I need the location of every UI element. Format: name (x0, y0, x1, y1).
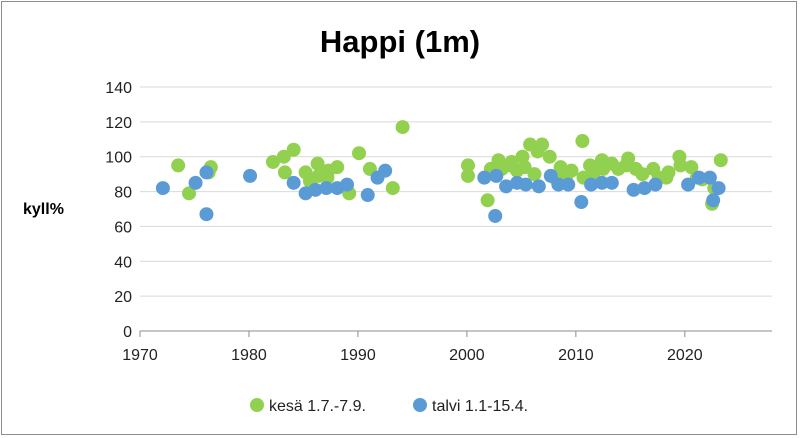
talvi-point (308, 182, 323, 197)
talvi-point (584, 177, 599, 192)
y-tick-label: 40 (114, 254, 132, 271)
kesa-point (276, 149, 291, 164)
kesa-point (330, 160, 345, 175)
talvi-point (574, 195, 589, 210)
kesa-point (515, 149, 530, 164)
kesa-point (265, 154, 280, 169)
kesa-point (310, 156, 325, 171)
talvi-point (199, 165, 214, 180)
talvi-point (648, 177, 663, 192)
talvi-point (499, 179, 514, 194)
talvi-point (199, 207, 214, 222)
kesa-point (385, 181, 400, 196)
kesa-point (517, 160, 532, 175)
talvi-point (518, 177, 533, 192)
y-tick-label: 120 (105, 115, 132, 132)
kesa-point (535, 137, 550, 152)
talvi-point (691, 170, 706, 185)
kesa-point (352, 146, 367, 161)
legend: kesä 1.7.-7.9. talvi 1.1-15.4. (250, 398, 528, 415)
kesa-point (684, 160, 699, 175)
y-tick-label: 0 (123, 324, 132, 341)
talvi-point (319, 181, 334, 196)
talvi-point (604, 175, 619, 190)
talvi-point (711, 181, 726, 196)
talvi-point (155, 181, 170, 196)
axes (139, 330, 772, 337)
legend-marker (250, 398, 264, 412)
talvi-point (488, 208, 503, 223)
kesa-point (277, 165, 292, 180)
x-tick-label: 2020 (667, 347, 703, 364)
kesa-point (661, 165, 676, 180)
y-axis-label: kyll% (23, 201, 64, 218)
talvi-point (286, 175, 301, 190)
talvi-point (477, 170, 492, 185)
kesa-point (673, 158, 688, 173)
x-tick-label: 1980 (231, 347, 267, 364)
x-tick-label: 1990 (340, 347, 376, 364)
kesa-point (635, 167, 650, 182)
kesa-point (182, 186, 197, 201)
kesa-point (460, 158, 475, 173)
talvi-point (681, 177, 696, 192)
talvi-point (340, 177, 355, 192)
data-points (155, 120, 728, 223)
y-tick-label: 140 (105, 80, 132, 97)
tick-labels: 0 20 40 60 80 100 120 140 1970 1980 1990 2000 2010 20… (105, 80, 702, 364)
legend-marker (413, 398, 427, 412)
talvi-point (561, 177, 576, 192)
talvi-point (531, 179, 546, 194)
gridlines (140, 86, 772, 297)
talvi-point (489, 168, 504, 183)
y-tick-label: 80 (114, 185, 132, 202)
kesa-point (286, 142, 301, 157)
talvi-point (243, 168, 258, 183)
kesa-point (564, 163, 579, 178)
talvi-point (551, 177, 566, 192)
kesa-point (575, 134, 590, 149)
kesa-point (713, 153, 728, 168)
x-tick-label: 2000 (449, 347, 485, 364)
legend-label: talvi 1.1-15.4. (432, 398, 528, 415)
talvi-point (626, 182, 641, 197)
y-tick-label: 60 (114, 219, 132, 236)
talvi-point (637, 181, 652, 196)
kesa-point (480, 193, 495, 208)
talvi-point (706, 193, 721, 208)
talvi-point (702, 170, 717, 185)
y-tick-label: 20 (114, 289, 132, 306)
kesa-point (621, 151, 636, 166)
talvi-point (595, 175, 610, 190)
kesa-point (542, 149, 557, 164)
chart-title: Happi (1m) (320, 24, 480, 59)
talvi-point (188, 175, 203, 190)
y-tick-label: 100 (105, 150, 132, 167)
kesa-point (171, 158, 186, 173)
talvi-point (360, 188, 375, 203)
kesa-point (460, 168, 475, 183)
kesa-point (527, 167, 542, 182)
x-tick-label: 2010 (558, 347, 594, 364)
kesa-point (395, 120, 410, 135)
legend-label: kesä 1.7.-7.9. (269, 398, 366, 415)
x-tick-label: 1970 (122, 347, 158, 364)
talvi-point (378, 163, 393, 178)
